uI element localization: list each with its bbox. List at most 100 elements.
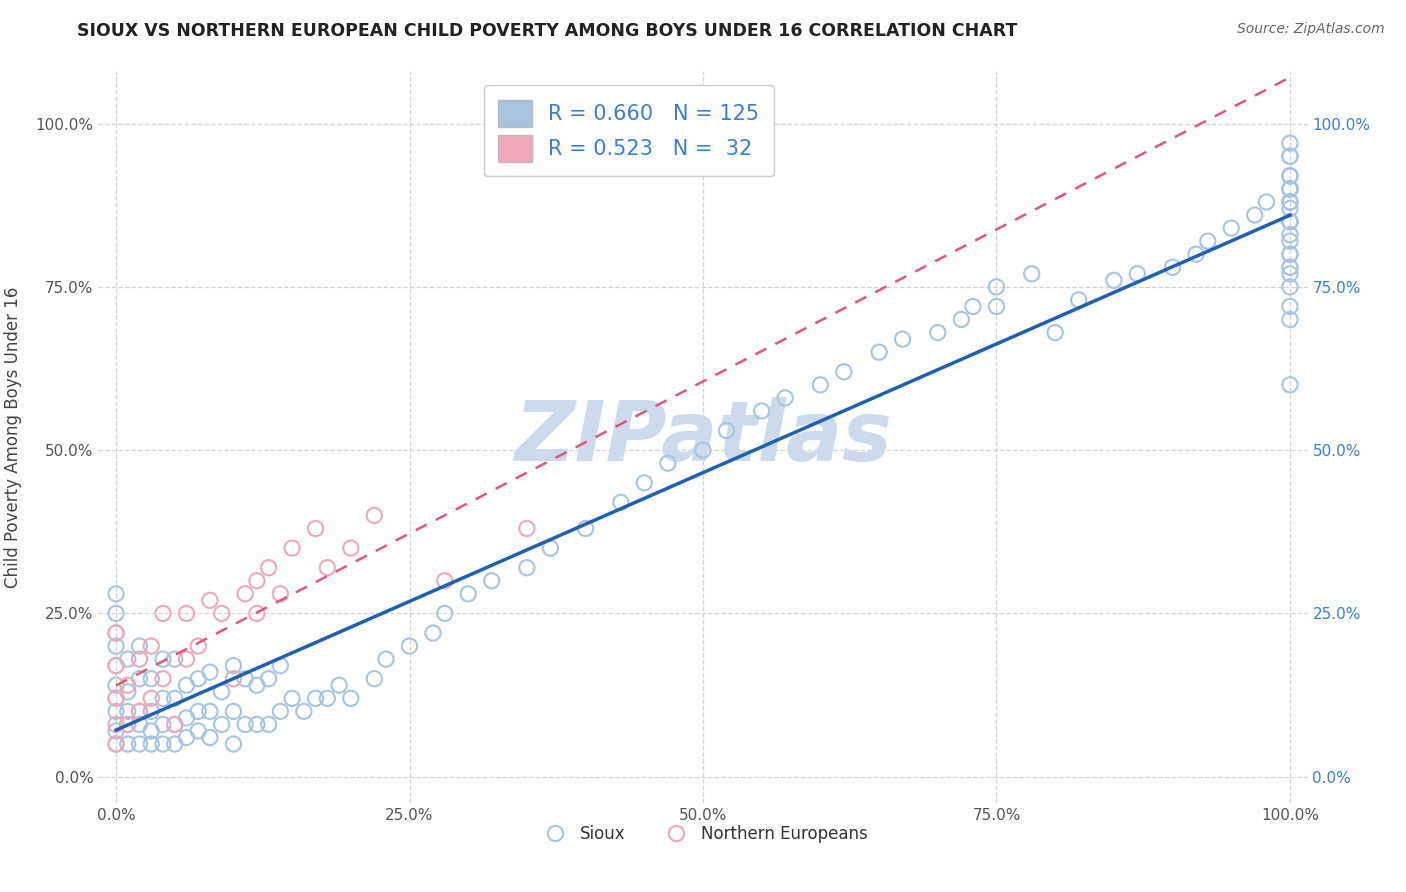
Point [117, 737, 139, 751]
Point [340, 691, 363, 706]
Point [211, 717, 233, 731]
Point [398, 639, 420, 653]
Point [1278, 169, 1301, 183]
Point [363, 508, 385, 523]
Point [375, 652, 398, 666]
Point [1278, 312, 1301, 326]
Point [117, 717, 139, 731]
Point [1278, 247, 1301, 261]
Point [105, 658, 128, 673]
Point [1278, 267, 1301, 281]
Point [1278, 182, 1301, 196]
Point [292, 705, 315, 719]
Point [1278, 149, 1301, 163]
Point [128, 717, 150, 731]
Point [152, 652, 174, 666]
Point [1161, 260, 1184, 275]
Point [141, 705, 163, 719]
Point [433, 607, 456, 621]
Point [105, 607, 128, 621]
Point [105, 639, 128, 653]
Point [117, 685, 139, 699]
Point [117, 652, 139, 666]
Point [105, 626, 128, 640]
Point [1278, 227, 1301, 242]
Point [304, 521, 326, 535]
Legend: Sioux, Northern Europeans: Sioux, Northern Europeans [531, 818, 875, 849]
Point [481, 574, 503, 588]
Point [1043, 326, 1066, 340]
Point [141, 691, 163, 706]
Point [152, 717, 174, 731]
Point [222, 672, 245, 686]
Point [1278, 260, 1301, 275]
Point [105, 737, 128, 751]
Point [246, 678, 269, 692]
Point [986, 300, 1008, 314]
Point [198, 705, 221, 719]
Point [1021, 267, 1043, 281]
Point [1278, 260, 1301, 275]
Point [1278, 194, 1301, 209]
Text: Source: ZipAtlas.com: Source: ZipAtlas.com [1237, 22, 1385, 37]
Y-axis label: Child Poverty Among Boys Under 16: Child Poverty Among Boys Under 16 [4, 286, 21, 588]
Point [163, 652, 186, 666]
Point [316, 691, 339, 706]
Point [575, 521, 598, 535]
Point [198, 665, 221, 680]
Point [281, 541, 304, 555]
Point [1278, 214, 1301, 228]
Point [832, 365, 855, 379]
Point [363, 672, 385, 686]
Point [233, 672, 256, 686]
Point [1278, 149, 1301, 163]
Point [1278, 194, 1301, 209]
Point [117, 717, 139, 731]
Point [1278, 300, 1301, 314]
Point [128, 705, 150, 719]
Point [1220, 221, 1243, 235]
Point [163, 737, 186, 751]
Point [986, 280, 1008, 294]
Point [128, 652, 150, 666]
Point [1278, 234, 1301, 248]
Point [222, 705, 245, 719]
Point [222, 737, 245, 751]
Point [163, 691, 186, 706]
Point [633, 475, 655, 490]
Point [1278, 214, 1301, 228]
Point [773, 391, 796, 405]
Point [716, 424, 738, 438]
Point [316, 560, 339, 574]
Point [128, 639, 150, 653]
Point [141, 639, 163, 653]
Point [105, 691, 128, 706]
Point [176, 678, 198, 692]
Point [269, 587, 291, 601]
Point [868, 345, 890, 359]
Point [105, 587, 128, 601]
Point [176, 607, 198, 621]
Point [187, 705, 209, 719]
Point [152, 672, 174, 686]
Point [457, 587, 479, 601]
Point [128, 672, 150, 686]
Point [176, 731, 198, 745]
Point [657, 456, 679, 470]
Point [211, 607, 233, 621]
Point [117, 678, 139, 692]
Point [422, 626, 444, 640]
Point [538, 541, 561, 555]
Point [141, 672, 163, 686]
Point [808, 377, 831, 392]
Point [187, 672, 209, 686]
Point [152, 737, 174, 751]
Point [257, 560, 280, 574]
Point [128, 737, 150, 751]
Point [105, 705, 128, 719]
Point [163, 717, 186, 731]
Point [1067, 293, 1090, 307]
Point [105, 723, 128, 738]
Point [1278, 136, 1301, 151]
Point [141, 723, 163, 738]
